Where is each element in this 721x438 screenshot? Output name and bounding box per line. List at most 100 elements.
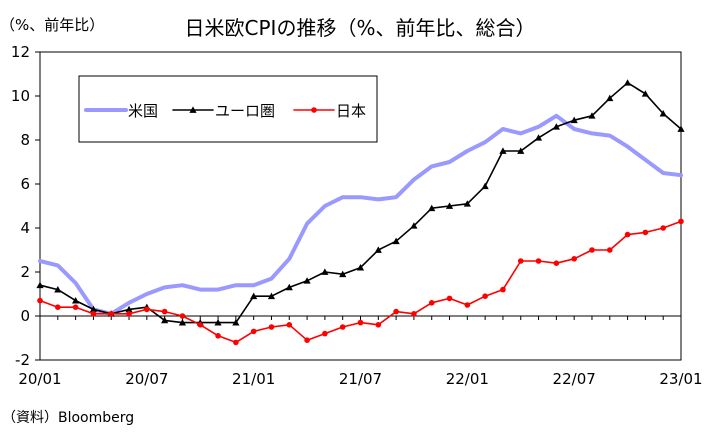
data-point [553, 260, 560, 267]
data-point [499, 147, 507, 154]
source-note: （資料）Bloomberg [2, 410, 134, 426]
data-point [215, 333, 221, 339]
data-point [55, 304, 61, 311]
data-point [534, 134, 543, 141]
y-tick-label: -2 [15, 351, 30, 369]
data-point [197, 322, 204, 328]
data-point [535, 258, 542, 264]
y-tick-label: 4 [20, 219, 30, 237]
data-point [285, 283, 293, 291]
data-point [108, 311, 115, 317]
data-point [445, 202, 454, 209]
data-point [250, 292, 258, 300]
data-point [570, 116, 578, 124]
data-point [659, 110, 667, 117]
data-point [89, 305, 98, 313]
data-point [500, 286, 506, 293]
y-tick-label: 12 [11, 43, 30, 61]
legend-label: 日本 [336, 102, 366, 120]
legend: 米国 ユーロ圏 日本 [78, 75, 378, 143]
x-tick-label: 21/01 [232, 370, 275, 388]
data-point [588, 112, 596, 119]
data-point [606, 94, 614, 102]
data-point [286, 322, 293, 328]
data-point [233, 339, 239, 346]
chart-title: 日米欧CPIの推移（%、前年比、総合） [185, 16, 536, 40]
legend-label: 米国 [128, 102, 158, 120]
data-point [144, 306, 150, 313]
data-point [428, 204, 436, 212]
data-point [267, 292, 276, 300]
data-point [90, 311, 97, 317]
data-point [161, 308, 168, 315]
data-point [481, 182, 489, 190]
x-tick-label: 20/07 [125, 370, 168, 388]
data-point [250, 328, 257, 335]
y-axis-unit-label: （%、前年比） [0, 16, 104, 34]
x-tick-label: 22/01 [446, 370, 489, 388]
x-tick-label: 23/01 [659, 370, 702, 388]
data-point [339, 270, 347, 278]
x-tick-label: 20/01 [18, 370, 61, 388]
data-point [304, 337, 310, 344]
legend-box [78, 75, 378, 143]
data-point [321, 268, 329, 275]
data-point [606, 247, 613, 253]
plot-frame [39, 51, 682, 361]
data-point [660, 225, 666, 231]
data-point [641, 90, 649, 97]
data-point [411, 311, 417, 317]
data-point [356, 264, 365, 271]
data-point [464, 302, 471, 308]
y-tick-label: 0 [20, 307, 30, 325]
data-point [214, 319, 222, 326]
data-point [232, 319, 240, 326]
data-point [126, 311, 132, 317]
series-line [38, 113, 683, 316]
legend-marker [189, 106, 197, 113]
data-point [37, 297, 43, 304]
data-point [571, 255, 577, 262]
data-point [161, 316, 169, 324]
data-point [624, 231, 631, 238]
data-point [517, 258, 524, 264]
y-tick-label: 8 [20, 131, 30, 149]
plot-area: -2 0 2 4 6 8 10 12 20/01 20/07 21/01 21/07 22/01 22/0… [11, 43, 703, 388]
data-point [303, 277, 311, 284]
data-point [482, 293, 488, 300]
data-point [428, 300, 435, 306]
x-tick-label: 22/07 [553, 370, 596, 388]
data-point [36, 281, 44, 289]
data-point [677, 125, 685, 132]
data-point [178, 319, 187, 326]
data-point [678, 218, 684, 225]
x-tick-label: 21/07 [339, 370, 382, 388]
data-point [72, 304, 79, 311]
series-0 [38, 113, 683, 316]
data-point [374, 246, 382, 253]
data-point [642, 229, 649, 236]
data-point [54, 286, 62, 293]
series-2 [37, 218, 684, 346]
data-point [517, 147, 525, 154]
y-tick-label: 2 [20, 263, 30, 281]
data-point [72, 297, 80, 304]
data-point [375, 322, 382, 328]
legend-label: ユーロ圏 [215, 102, 275, 120]
data-point [392, 237, 400, 245]
data-point [125, 305, 133, 313]
data-point [357, 319, 364, 326]
data-point [268, 324, 275, 330]
y-tick-label: 10 [11, 87, 30, 105]
data-point [623, 79, 632, 86]
data-point [179, 313, 186, 319]
y-tick-label: 6 [20, 175, 30, 193]
data-point [339, 324, 346, 330]
data-point [393, 308, 399, 315]
data-point [410, 222, 418, 229]
data-point [446, 295, 453, 302]
data-point [552, 123, 560, 130]
data-point [463, 200, 471, 207]
data-point [589, 247, 595, 253]
